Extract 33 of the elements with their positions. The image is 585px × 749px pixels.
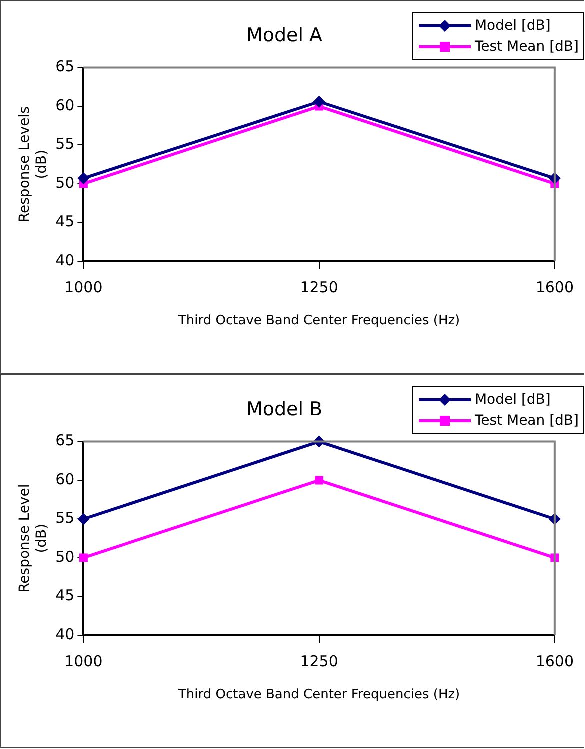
x-tick-label: 1250 xyxy=(300,278,338,296)
y-tick-label: 60 xyxy=(56,470,75,488)
x-axis-title: Third Octave Band Center Frequencies (Hz) xyxy=(177,688,460,703)
legend-label: Model [dB] xyxy=(474,18,551,34)
chart-title: Model B xyxy=(246,398,323,420)
legend-label: Test Mean [dB] xyxy=(474,38,579,54)
point xyxy=(78,513,90,526)
x-tick-label: 1600 xyxy=(536,652,574,670)
x-tick-label: 1600 xyxy=(536,278,574,296)
legend-label: Model [dB] xyxy=(474,392,551,408)
x-tick-label: 1000 xyxy=(64,652,103,670)
x-axis-title: Third Octave Band Center Frequencies (Hz) xyxy=(177,314,460,329)
y-tick-label: 65 xyxy=(56,432,75,450)
x-tick-label: 1250 xyxy=(300,652,338,670)
point xyxy=(315,476,324,485)
y-tick-label: 45 xyxy=(56,586,75,605)
y-tick-label: 40 xyxy=(56,625,75,644)
legend-label: Test Mean [dB] xyxy=(474,412,579,428)
chart-title: Model A xyxy=(246,24,323,46)
y-tick-label: 45 xyxy=(56,212,75,231)
point xyxy=(78,172,90,185)
y-tick-label: 60 xyxy=(56,96,75,114)
y-tick-label: 50 xyxy=(56,548,75,566)
y-tick-label: 65 xyxy=(56,58,75,76)
point xyxy=(313,96,326,108)
y-tick-label: 55 xyxy=(56,135,75,154)
y-axis-title: Response Level (dB) xyxy=(17,484,50,593)
x-tick-label: 1000 xyxy=(64,278,103,296)
y-axis-title: Response Levels (dB) xyxy=(17,106,50,223)
y-tick-label: 55 xyxy=(56,509,75,528)
y-tick-label: 40 xyxy=(56,251,75,270)
y-tick-label: 50 xyxy=(56,174,75,192)
point xyxy=(79,554,88,562)
